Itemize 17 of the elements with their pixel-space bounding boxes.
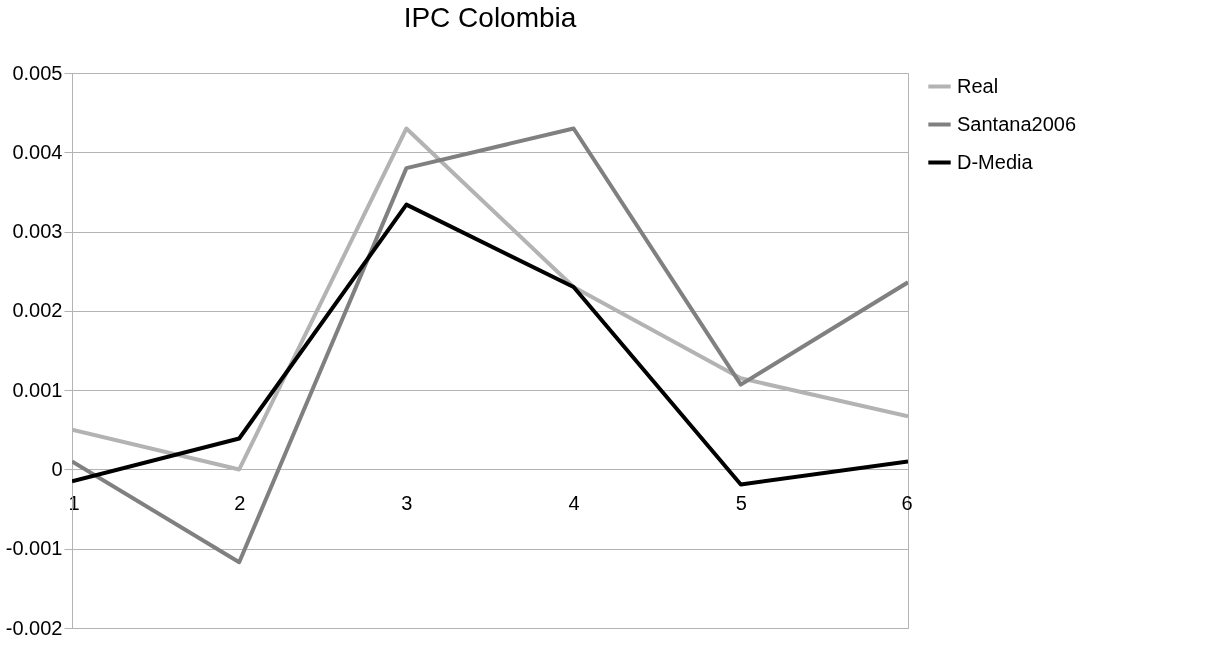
x-tick-label: 5	[735, 491, 747, 514]
y-tick-label: 0.001	[12, 378, 63, 401]
x-tick-label: 4	[568, 491, 580, 514]
y-tick-label: -0.001	[5, 537, 63, 560]
y-tick-label: 0.003	[12, 220, 63, 243]
legend-label: D-Media	[957, 150, 1034, 173]
legend-label: Real	[957, 74, 999, 97]
legend-label: Santana2006	[957, 112, 1077, 135]
y-tick-label: 0	[51, 457, 63, 480]
y-tick-label: -0.002	[5, 616, 63, 639]
x-tick-label: 3	[401, 491, 413, 514]
chart-title: IPC Colombia	[403, 2, 577, 33]
y-tick-label: 0.005	[12, 61, 63, 84]
y-tick-label: 0.002	[12, 299, 63, 322]
x-tick-label: 2	[234, 491, 246, 514]
x-tick-label: 6	[901, 491, 913, 514]
y-tick-label: 0.004	[12, 140, 63, 163]
